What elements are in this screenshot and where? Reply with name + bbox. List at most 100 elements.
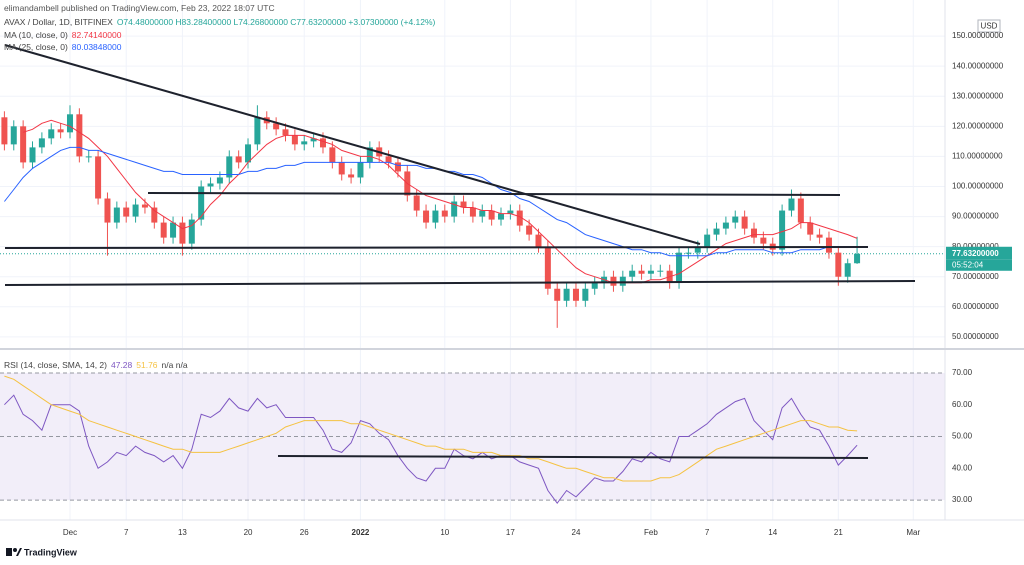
y-tick-label: 110.00000000 <box>952 152 1003 161</box>
candle-body <box>629 270 636 277</box>
x-tick-label: 26 <box>300 528 309 537</box>
candle-body <box>423 210 430 223</box>
ma-value: 80.03848000 <box>71 42 122 52</box>
candle-body <box>160 222 167 238</box>
candle-body <box>226 156 233 178</box>
currency: USD <box>981 22 998 31</box>
candle-body <box>657 270 664 272</box>
candle-body <box>76 114 83 157</box>
ma-line <box>4 146 858 257</box>
candle-body <box>85 156 92 158</box>
candle-body <box>713 228 720 235</box>
legend-ma10: MA (10, close, 0) 82.74140000 <box>4 30 125 40</box>
y-tick-label: 30.00 <box>952 495 973 504</box>
trend-line <box>4 246 869 249</box>
labels: Dec 7 13 20 26 2022 10 17 24 Feb 7 14 21 Mar 50.000000… <box>63 31 1012 537</box>
x-tick-label: Mar <box>906 528 920 537</box>
attribution-text: elimandambell published on TradingView.c… <box>4 3 275 13</box>
candle-body <box>788 198 795 211</box>
candle-body <box>394 162 401 172</box>
y-tick-label: 90.00000000 <box>952 212 999 221</box>
candle-body <box>779 210 786 250</box>
candle-body <box>469 207 476 217</box>
x-tick-label: 14 <box>768 528 777 537</box>
candle-body <box>451 201 458 217</box>
y-tick-label: 80.00000000 <box>952 242 999 251</box>
candle-body <box>844 263 851 277</box>
brand: TradingView <box>24 547 78 557</box>
candle-body <box>95 156 102 199</box>
candle-body <box>647 270 654 274</box>
candle-body <box>572 288 579 301</box>
candle-body <box>357 162 364 178</box>
candle-body <box>1 117 8 145</box>
candle-body <box>479 210 486 217</box>
y-tick-label: 60.00 <box>952 400 973 409</box>
candle-body <box>563 288 570 301</box>
y-tick-label: 70.00 <box>952 368 973 377</box>
trend-line <box>4 280 916 286</box>
candle-body <box>104 198 111 223</box>
candle-body <box>854 253 861 264</box>
candle-body <box>732 216 739 223</box>
candle-body <box>273 123 280 130</box>
x-tick-label: 2022 <box>352 528 370 537</box>
time-axis <box>0 520 1024 548</box>
trend-lines <box>4 44 916 459</box>
rsi-title: RSI (14, close, SMA, 14, 2) <box>4 360 107 370</box>
candle-body <box>366 147 373 163</box>
grid <box>0 0 945 520</box>
candle-body <box>338 162 345 175</box>
x-tick-label: Feb <box>644 528 658 537</box>
candle-body <box>685 252 692 254</box>
price-tag-label: 77.63200000 <box>952 249 999 258</box>
ma-name: MA (10, close, 0) <box>4 30 68 40</box>
candle-body <box>179 222 186 244</box>
candle-body <box>207 183 214 187</box>
candle-body <box>48 129 55 139</box>
legend-main: AVAX / Dollar, 1D, BITFINEX O74.48000000 … <box>4 17 439 27</box>
candle-body <box>310 138 317 142</box>
candle-body <box>460 201 467 208</box>
countdown-tag <box>946 259 1012 271</box>
candle-body <box>535 234 542 247</box>
candle-body <box>825 237 832 253</box>
candle-body <box>57 129 64 133</box>
candle-body <box>113 207 120 223</box>
candle-body <box>329 147 336 163</box>
candle-body <box>751 228 757 238</box>
candle-body <box>254 117 261 145</box>
candle-body <box>282 129 289 136</box>
candle-body <box>348 174 355 178</box>
candle-body <box>526 225 533 235</box>
candle-body <box>807 222 814 235</box>
y-tick-label: 40.00 <box>952 463 973 472</box>
x-tick-label: 17 <box>506 528 515 537</box>
candle-body <box>816 234 823 238</box>
ma-value: 82.74140000 <box>71 30 122 40</box>
candle-body <box>319 138 326 148</box>
candle-body <box>498 213 505 220</box>
candle-body <box>216 177 223 184</box>
candle-body <box>722 222 729 229</box>
candle-body <box>432 210 439 223</box>
candle-body <box>301 141 308 145</box>
price-tag <box>946 246 1012 260</box>
candle-body <box>610 276 617 286</box>
candle-body <box>591 282 598 289</box>
candle-body <box>582 288 589 301</box>
ma-line <box>22 119 858 284</box>
legend-rsi: RSI (14, close, SMA, 14, 2) 47.28 51.76 n/a… <box>4 360 192 370</box>
x-tick-label: 13 <box>178 528 187 537</box>
candle-body <box>554 288 561 301</box>
ohlc: O74.48000000 H83.28400000 L74.26800000 C… <box>116 17 436 27</box>
rsi-sma-value: 51.76 <box>136 360 158 370</box>
y-tick-label: 140.00000000 <box>952 61 1004 70</box>
legend-ma25: MA (25, close, 0) 80.03848000 <box>4 42 125 52</box>
x-tick-label: 7 <box>705 528 710 537</box>
candle-body <box>760 237 767 244</box>
candle-body <box>151 207 158 223</box>
y-tick-label: 100.00000000 <box>952 182 1004 191</box>
